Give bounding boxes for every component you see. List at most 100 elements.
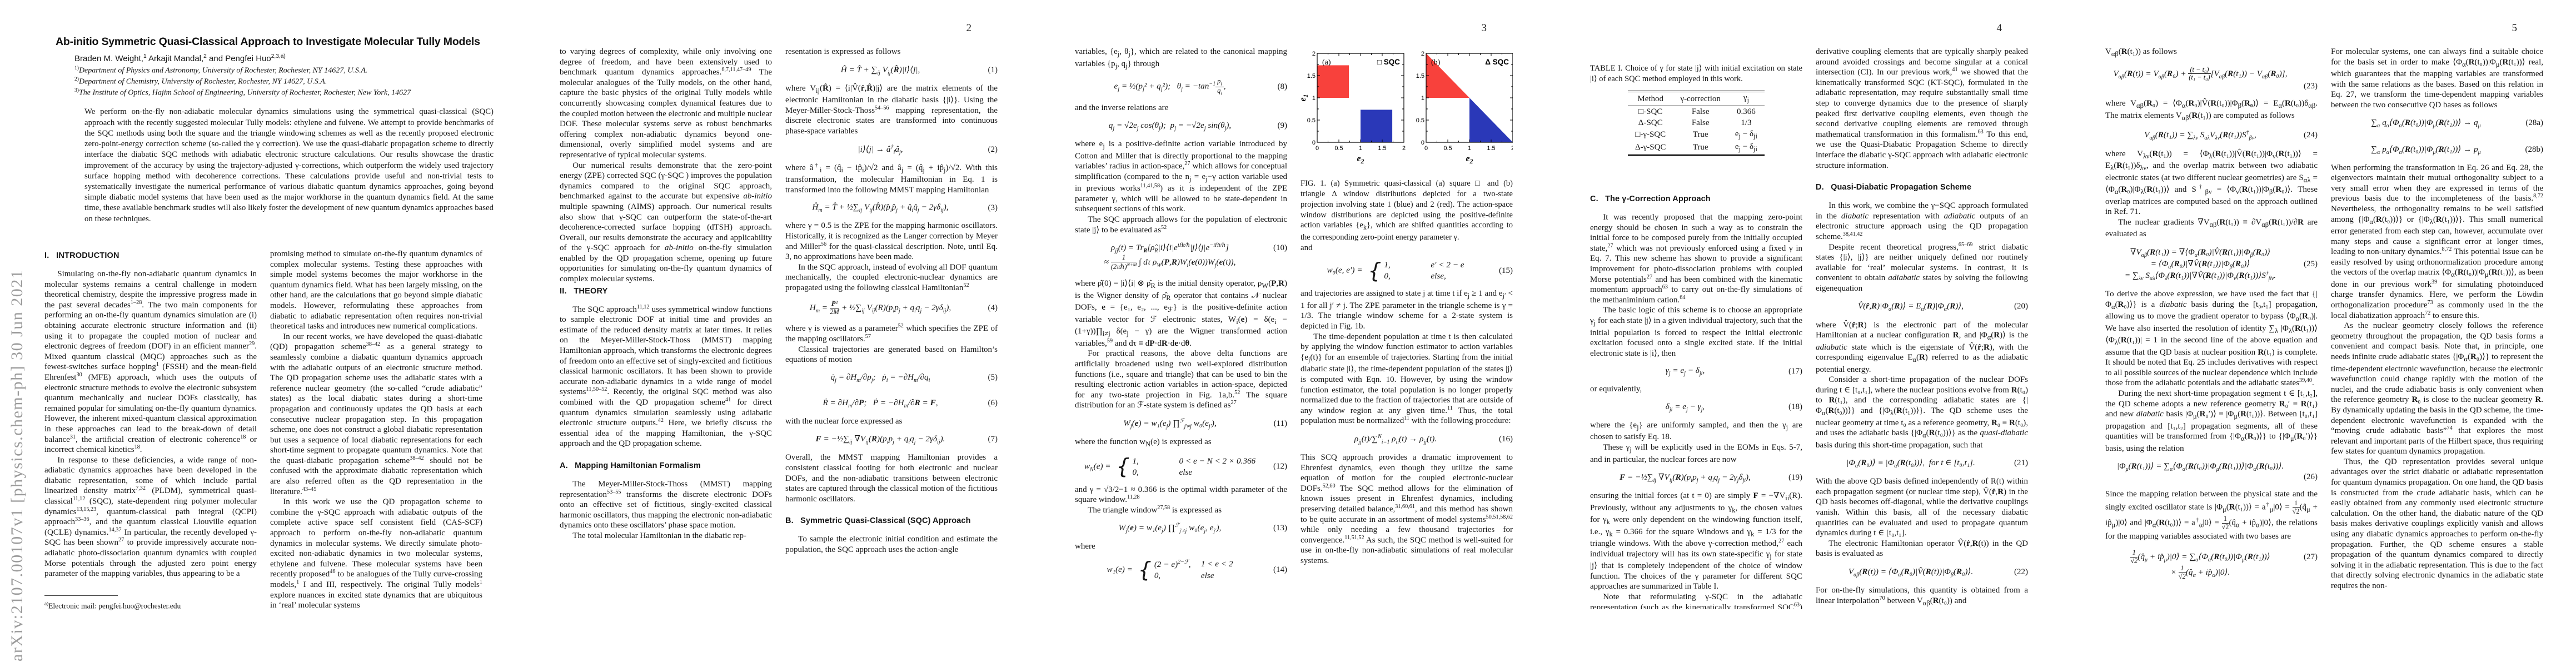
equation-row: q̇j = ∂Hm/∂pj; ṗi = −∂Hm/∂qi (5): [785, 372, 998, 384]
paragraph: These γj will be explicitly used in the …: [1590, 443, 1802, 464]
equation-body: wN(e) = {1, 0 < e − N < 2 × 0.366 0, else: [1084, 454, 1256, 479]
columns: variables, {ej, θj}, which are related t…: [1075, 47, 1513, 609]
equation-number: (7): [988, 435, 998, 444]
equation-body: |Φα(R₀)⟩ ≡ |Φα(R(t₀))⟩, for t ∈ [t₀,t₁].: [1846, 458, 1975, 470]
equation-body: w₁(e) = {(2 − e)2−ℱ, 1 < e < 2 0, else: [1107, 558, 1233, 583]
equation-row: F = −½∑ij ∇Vij(R)(pipj + qiqj − 2γδij). (…: [785, 434, 998, 445]
paragraph: In this work, we combine the γ−SQC appro…: [1816, 201, 2028, 241]
paragraph: where γ is viewed as a parameter52 which…: [785, 323, 998, 344]
equation: Vαβ(R(t)) = ⟨Φα(R₀)|V̂(R(t))|Φβ(R₀)⟩. (22…: [1816, 566, 2028, 578]
column-1: to varying degrees of complexity, while …: [560, 47, 772, 609]
panel-legend: Δ SQC: [1485, 58, 1509, 66]
equation-body: ∇Vαβ(R(t₁)) = ∇⟨Φα(R₀)|V̂(R(t₁))|Φβ(R₀)⟩: [2130, 247, 2271, 258]
window-shape-state1: [1361, 109, 1393, 142]
equation: ∑α qα⟨Φα(R(t₀))|Φμ(R(t₁))⟩ → qμ (28a): [2331, 117, 2543, 129]
equation: |Φμ(R(t₁))⟩ = ∑α⟨Φα(R(t₀))|Φμ(R(t₁))⟩|Φα…: [2105, 461, 2318, 482]
equation-row: (26): [2105, 472, 2318, 482]
equation-number: (5): [988, 373, 998, 382]
equation-number: (25): [2304, 259, 2318, 268]
equation-body: Vαβ(R(t)) = Vαβ(R₀) + (t − t₀) (t₁ − t₀)[…: [2113, 65, 2288, 82]
equation-body: ej = ½(pj² + qj²); θj = −tan−1 pi qi,: [1114, 77, 1226, 96]
panel-label: (b): [1431, 58, 1441, 67]
paragraph: When performing the transformation in Eq…: [2331, 163, 2543, 320]
equation-body: qj = √2ej cos(θj); pj = −√2ej sin(θj),: [1108, 120, 1232, 132]
svg-text:0.5: 0.5: [1443, 145, 1452, 152]
svg-text:1: 1: [1359, 145, 1362, 152]
paragraph: During the next short-time propagation s…: [2105, 389, 2318, 453]
equation-number: (16): [1499, 434, 1513, 444]
paragraph: Overall, the MMST mapping Hamiltonian pr…: [785, 453, 998, 504]
table-caption: TABLE I. Choice of γ for state |j⟩ with …: [1590, 64, 1802, 83]
equation-number: (12): [1273, 462, 1287, 471]
equation-number: (21): [2014, 459, 2028, 468]
paragraph: promising method to simulate on-the-fly …: [270, 250, 482, 331]
equation: |i⟩⟨j| → â†iâj, (2): [785, 144, 998, 156]
equation-row: Wj(e) = w₁(ej) ∏ℱj′≠j w₀(ej′), (11): [1075, 418, 1287, 430]
equation-row: |i⟩⟨j| → â†iâj, (2): [785, 144, 998, 156]
paragraph: and the inverse relations are: [1075, 103, 1169, 113]
paragraph: Note that reformulating γ-SQC in the adi…: [1590, 593, 1802, 609]
paragraph: where the {ej} are uniformly sampled, an…: [1590, 420, 1802, 442]
subsection-heading: D. Quasi-Diabatic Propagation Scheme: [1816, 183, 1972, 192]
equation: Ĥ = T̂ + ∑ij Vij(R̂)|i⟩⟨j|, (1): [785, 64, 998, 76]
equation-number: (9): [1277, 121, 1288, 131]
paragraph: ensuring the initial forces (at t = 0) a…: [1590, 491, 1802, 591]
svg-text:1.5: 1.5: [1487, 145, 1495, 152]
svg-text:0: 0: [1312, 140, 1316, 146]
equation-body: ≈ 1 (2πℏ)N+M ∫ dτ ρW(P,R)Wi(e(0))Wj(e(t))…: [1104, 253, 1236, 271]
equation-number: (24): [2304, 131, 2318, 140]
equation-body: |i⟩⟨j| → â†iâj,: [858, 143, 903, 156]
page-number: 2: [966, 22, 972, 34]
paragraph: For molecular systems, one can always fi…: [2331, 47, 2543, 109]
paragraph: To sample the electronic initial conditi…: [785, 535, 998, 554]
equation-row: 1 √2 (q̂μ + ip̂μ)|0⟩ = ∑α⟨Φα(R(t₀))|Φμ(R(t…: [2105, 549, 2318, 565]
equation: δji = ej − γj, (18): [1590, 402, 1802, 413]
svg-text:1.5: 1.5: [1378, 145, 1386, 152]
paragraph: where Vαβ(R₀) = ⟨Φα(R₀)|V̂(R(t₀))|Φβ(R₀)…: [2105, 99, 2318, 122]
subsection-heading: A. Mapping Hamiltonian Formalism: [560, 461, 701, 470]
table-header: γj: [1727, 91, 1765, 107]
paragraph: In our recent works, we have developed t…: [270, 332, 482, 496]
figure-caption: FIG. 1. (a) Symmetric quasi-classical (a…: [1301, 179, 1513, 242]
abstract: We perform on-the-fly non-adiabatic mole…: [84, 107, 494, 223]
equation-row: = ⟨Φα(R₀)|∇V̂(R(t₁))|Φβ(R₀)⟩ (25): [2105, 258, 2318, 270]
equation: Vαβ(R(t₁)) = ∑λν SαλVλν(R(t₁))S†βν, (24): [2105, 130, 2318, 141]
svg-text:1: 1: [1468, 145, 1471, 152]
paragraph: where V̂(r̂;R) is the electronic part of…: [1816, 320, 2028, 374]
svg-text:1: 1: [1421, 95, 1424, 102]
equation: V̂(r̂,R)|Φα(R)⟩ = Eα(R)|Φα(R)⟩, (20): [1816, 301, 2028, 312]
svg-text:2: 2: [1402, 145, 1406, 152]
equation-body: = ∑λν Sαλ⟨Φλ(R(t₁))|∇V̂(R(t₁))|Φν(R(t₁))…: [2124, 270, 2276, 282]
equation: 1 √2 (q̂μ + ip̂μ)|0⟩ = ∑α⟨Φα(R(t₀))|Φμ(R(t…: [2105, 549, 2318, 581]
equation-number: (8): [1277, 82, 1288, 91]
table-row: Δ-γ-SQC True ej − δji: [1628, 141, 1765, 155]
equation-body: Ĥm = T̂ + ½∑ij Vij(R̂)(p̂ip̂j + q̂iq̂j −…: [812, 202, 949, 214]
equation-number: (28a): [2525, 118, 2543, 128]
equation: ∇Vαβ(R(t₁)) = ∇⟨Φα(R₀)|V̂(R(t₁))|Φβ(R₀)⟩…: [2105, 247, 2318, 282]
paragraph: where Vij(R̂) = ⟨i|V̂(r̂,R̂)|j⟩ are the …: [785, 83, 998, 136]
paragraph: The basic logic of this scheme is to cho…: [1590, 306, 1802, 358]
equation-row: δji = ej − γj, (18): [1590, 402, 1802, 413]
column-2: resentation is expressed as follows Ĥ = T…: [785, 47, 998, 609]
paragraph: and γ = √3/2−1 ≈ 0.366 is the optimal wi…: [1075, 485, 1287, 505]
equation-row: Ṙ = ∂Hm/∂P; Ṗ = −∂Hm/∂R = F, (6): [785, 398, 998, 409]
equation-number: (14): [1273, 565, 1287, 575]
paragraph: and trajectories are assigned to state j…: [1301, 289, 1513, 331]
equation-row: |Φα(R₀)⟩ ≡ |Φα(R(t₀))⟩, for t ∈ [t₀,t₁].…: [1816, 457, 2028, 469]
table-cell: □-γ-SQC: [1635, 130, 1666, 140]
svg-text:1.5: 1.5: [1307, 73, 1316, 79]
page-number: 4: [1996, 22, 2002, 34]
equation-row: V̂(r̂,R)|Φα(R)⟩ = Eα(R)|Φα(R)⟩, (20): [1816, 301, 2028, 312]
columns: TABLE I. Choice of γ for state |j⟩ with …: [1590, 47, 2028, 609]
svg-text:0.5: 0.5: [1416, 117, 1424, 124]
equation-row: |Φμ(R(t₁))⟩ = ∑α⟨Φα(R(t₀))|Φμ(R(t₁))⟩|Φα…: [2105, 461, 2318, 472]
column-1: I. INTRODUCTION Simulating on-the-fly non…: [44, 249, 257, 610]
page-number: 5: [2512, 22, 2518, 34]
paragraph: The Meyer-Miller-Stock-Thoss (MMST) mapp…: [560, 479, 772, 530]
paragraph: The electronic Hamiltonian operator V̂(r…: [1816, 539, 2028, 559]
equation-row: Vαβ(R(t₁)) = ∑λν SαλVλν(R(t₁))S†βν, (24): [2105, 130, 2318, 141]
equation-body: Ṙ = ∂Hm/∂P; Ṗ = −∂Hm/∂R = F,: [823, 397, 938, 409]
paragraph: For on-the-fly simulations, this quantit…: [1816, 586, 2028, 607]
